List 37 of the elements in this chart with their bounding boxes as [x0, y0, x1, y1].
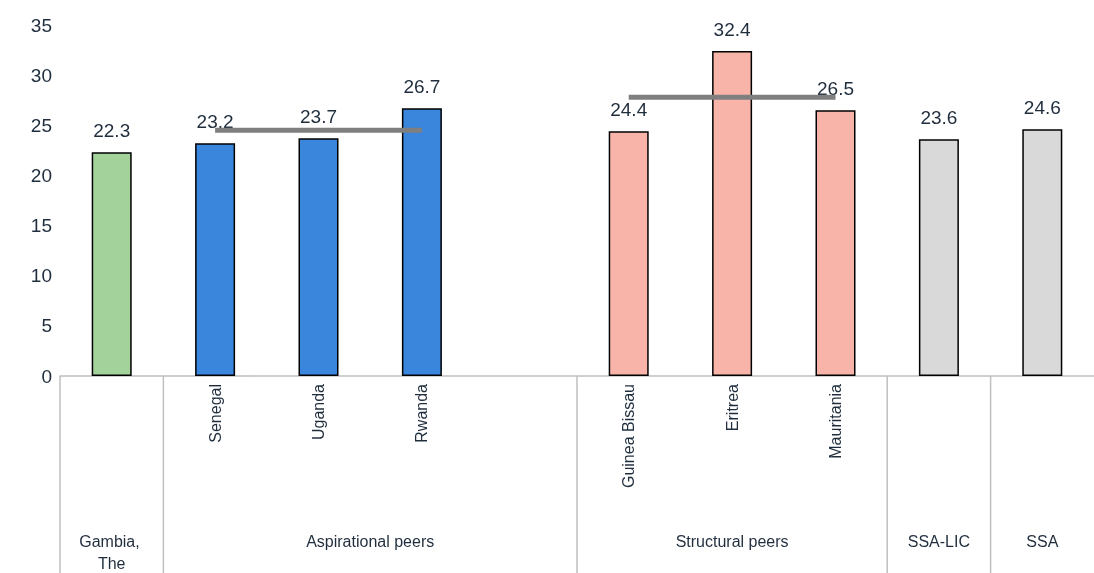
text: Structural peers	[675, 532, 789, 550]
data-label: 22.3	[93, 120, 131, 142]
y-tick-label: 0	[41, 365, 52, 387]
data-label: 23.2	[196, 111, 234, 133]
y-tick-label: 15	[30, 215, 52, 237]
data-label: 26.5	[817, 78, 854, 100]
y-tick-label: 20	[30, 164, 52, 186]
bar	[401, 108, 442, 376]
data-label: 23.7	[300, 106, 337, 128]
y-tick-label: 10	[30, 265, 52, 287]
data-label: 23.6	[920, 107, 958, 129]
x-tick-label: Guinea Bissau	[620, 384, 638, 489]
x-tick-label: Rwanda	[413, 383, 431, 443]
bar	[1022, 129, 1063, 376]
bar	[608, 131, 649, 376]
bar	[91, 152, 132, 376]
text: Gambia, The	[79, 532, 145, 572]
bar	[918, 139, 959, 376]
y-tick-label: 30	[30, 64, 52, 86]
data-label: 24.6	[1023, 97, 1061, 119]
x-tick-label: Uganda	[310, 383, 327, 441]
text: SSA	[1026, 532, 1059, 550]
y-tick-label: 35	[30, 14, 52, 36]
bar	[815, 110, 856, 376]
bar	[712, 51, 753, 376]
bar	[195, 143, 236, 376]
data-label: 32.4	[713, 19, 752, 41]
bar	[298, 138, 339, 376]
x-tick-label: Mauritania	[827, 383, 844, 459]
text: Aspirational peers	[306, 532, 435, 550]
x-tick-label: Eritrea	[723, 383, 741, 432]
y-tick-label: 25	[30, 114, 52, 136]
y-tick-label: 5	[41, 315, 52, 337]
data-label: 24.4	[610, 99, 648, 121]
x-tick-label: Senegal	[206, 384, 224, 443]
text: SSA-LIC	[907, 532, 971, 550]
data-label: 26.7	[403, 76, 441, 98]
